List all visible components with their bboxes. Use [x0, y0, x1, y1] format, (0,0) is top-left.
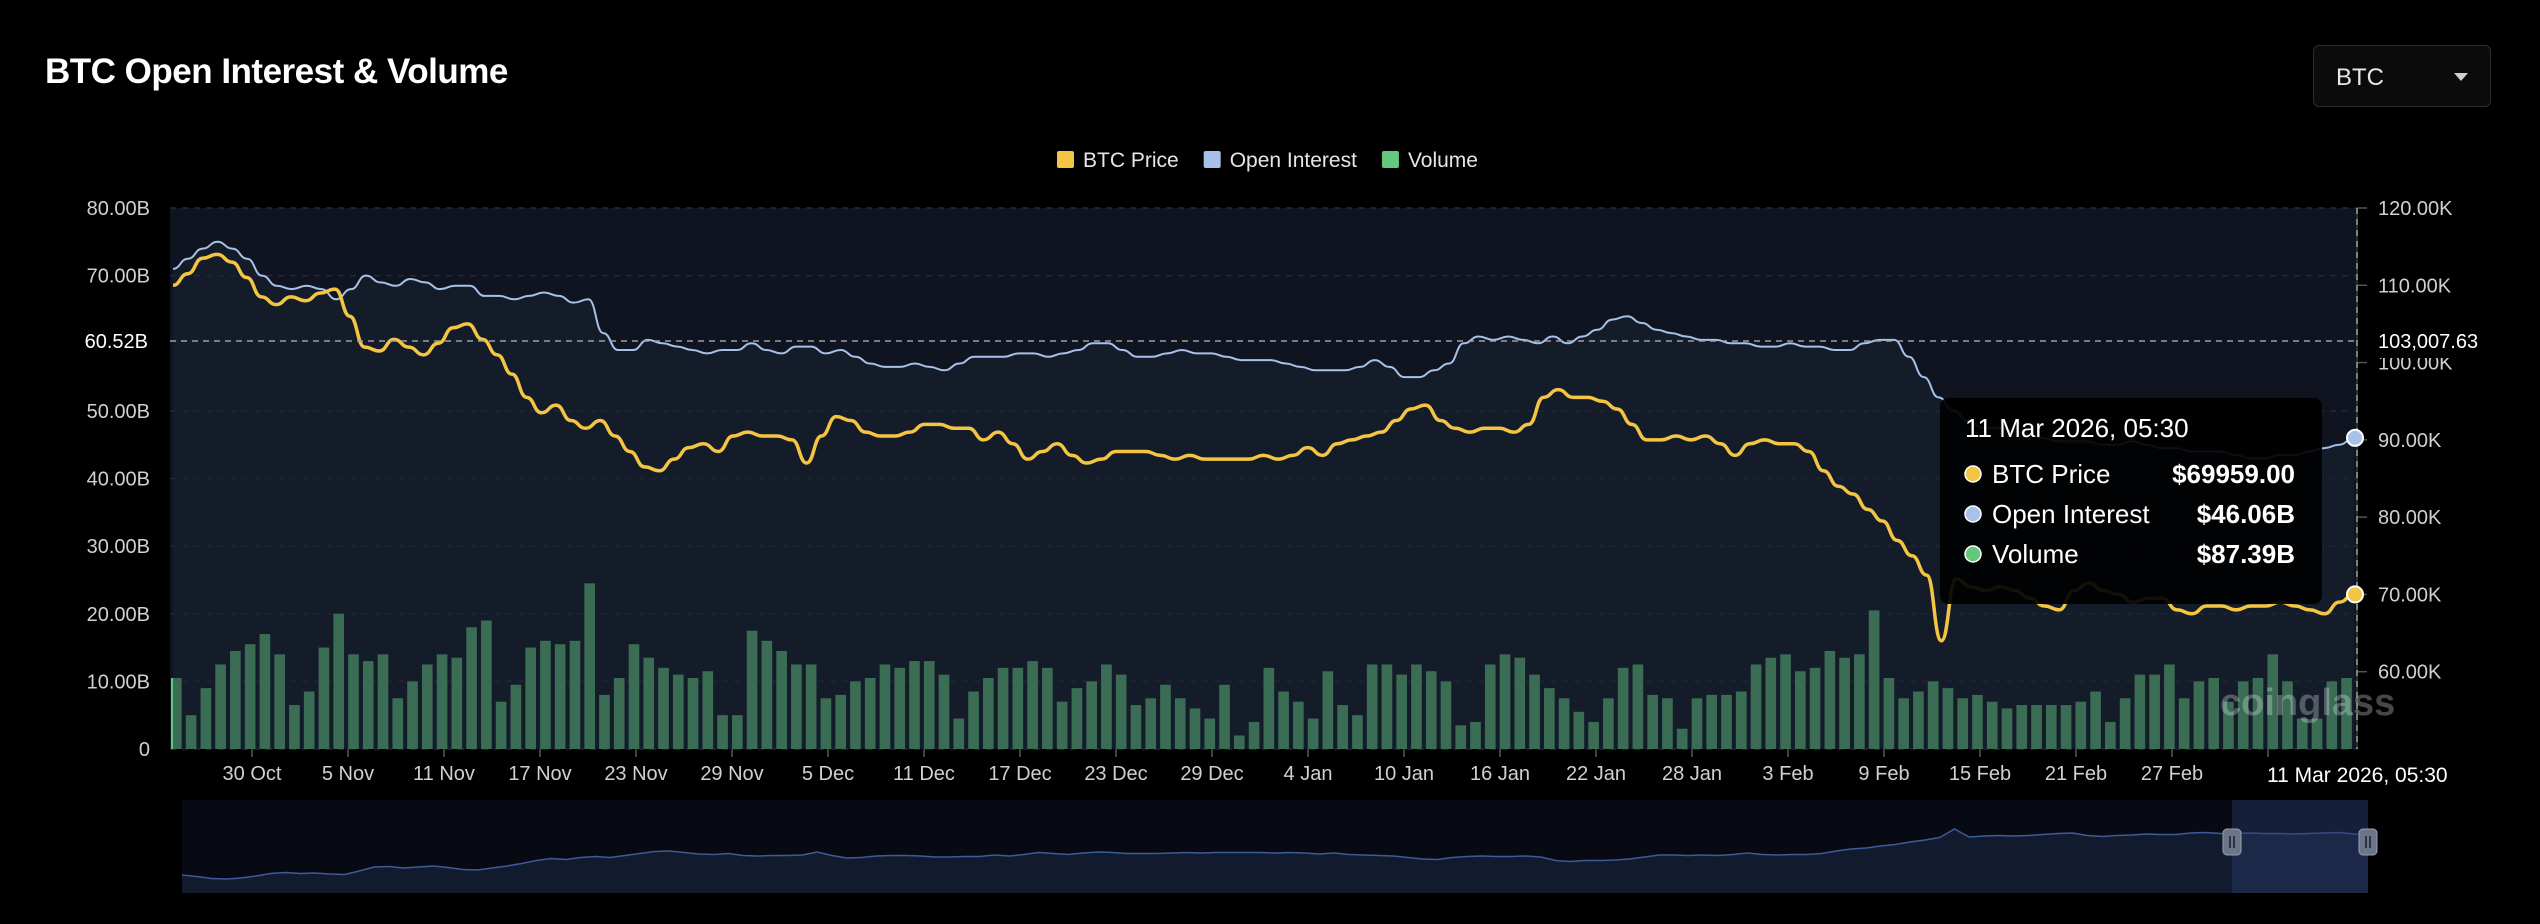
x-tick-label: 23 Dec [1084, 763, 1147, 785]
legend-swatch [1203, 151, 1221, 168]
left-tick-label: 30.00B [87, 536, 150, 558]
right-tick-label: 110.00K [2378, 275, 2452, 297]
coin-select-value: BTC [2336, 64, 2384, 91]
tooltip-label: BTC Price [1992, 459, 2110, 489]
x-tick-label: 3 Feb [1762, 763, 1813, 785]
x-tick-label: 15 Feb [1949, 763, 2011, 785]
x-tick-label: 11 Dec [893, 763, 955, 785]
navigator-line [181, 828, 2369, 880]
right-tick-label: 80.00K [2378, 507, 2442, 529]
navigator-area [182, 829, 2368, 893]
open-interest-marker [2346, 428, 2364, 447]
legend-swatch [1381, 151, 1399, 168]
left-tick-label: 40.00B [87, 469, 150, 491]
x-tick-label: 4 Jan [1284, 763, 1333, 785]
open-interest-line-area [173, 241, 2354, 749]
left-tick-label: 0 [139, 739, 150, 761]
x-tick-label: 11 Nov [413, 763, 475, 785]
tooltip-value: $87.39B [2197, 539, 2295, 569]
crosshair-left-value: 60.52B [85, 331, 148, 353]
legend-label: Volume [1408, 149, 1478, 172]
range-navigator[interactable] [181, 800, 2378, 893]
coin-select[interactable]: BTC [2313, 45, 2491, 107]
x-tick-label: 29 Dec [1180, 763, 1243, 785]
left-tick-label: 70.00B [87, 266, 150, 288]
right-tick-label: 120.00K [2378, 198, 2453, 220]
crosshair-x-badge [2256, 758, 2456, 792]
left-tick-label: 50.00B [87, 401, 150, 423]
x-tick-label: 17 Dec [988, 763, 1051, 785]
x-tick-label: 16 Jan [1470, 763, 1530, 785]
left-tick-label: 80.00B [87, 198, 150, 220]
chart-tooltip: 11 Mar 2026, 05:30 BTC Price $69959.00 Open… [1940, 398, 2322, 604]
navigator-selection [2232, 800, 2368, 893]
x-tick-label: 5 Nov [322, 763, 374, 785]
tooltip-date: 11 Mar 2026, 05:30 [1965, 413, 2189, 443]
right-tick-label: 60.00K [2378, 662, 2442, 684]
x-tick-label: 17 Nov [508, 763, 571, 785]
x-tick-label: 22 Jan [1566, 763, 1626, 785]
left-y-axis: 0 10.00B 20.00B 30.00B 40.00B 50.00B 70.00B 80.… [87, 198, 150, 761]
left-tick-label: 20.00B [87, 604, 150, 626]
legend-label: Open Interest [1230, 149, 1357, 172]
right-tick-label: 70.00K [2378, 584, 2442, 606]
x-tick-label: 9 Feb [1858, 763, 1909, 785]
legend-label: BTC Price [1083, 149, 1179, 172]
x-tick-label: 23 Nov [604, 763, 667, 785]
chevron-down-icon [2454, 73, 2468, 81]
btc-price-marker [2346, 585, 2364, 604]
navigator-handle[interactable] [2222, 828, 2242, 856]
watermark: coinglass [2220, 682, 2395, 724]
tooltip-label: Open Interest [1992, 499, 2150, 529]
crosshair-left-badge [62, 324, 158, 358]
right-tick-label: 100.00K [2378, 353, 2453, 375]
tooltip-value: $69959.00 [2172, 459, 2295, 489]
navigator-handle[interactable] [2358, 828, 2378, 856]
tooltip-label: Volume [1992, 539, 2079, 569]
x-tick-label: 28 Jan [1662, 763, 1722, 785]
chart-legend[interactable]: BTC Price Open Interest Volume [1057, 149, 1478, 172]
page-title: BTC Open Interest & Volume [45, 52, 508, 91]
x-tick-label: 29 Nov [700, 763, 763, 785]
x-tick-label: 21 Feb [2045, 763, 2107, 785]
crosshair-right-badge [2368, 324, 2496, 358]
left-tick-label: 10.00B [87, 671, 150, 693]
legend-swatch [1057, 151, 1074, 168]
tooltip-dot [1964, 545, 1982, 563]
x-tick-label: 30 Oct [223, 763, 282, 785]
tooltip-box [1940, 398, 2322, 604]
x-tick-label: 27 Feb [2141, 763, 2203, 785]
right-y-axis: 60.00K 70.00K 80.00K 90.00K 100.00K 110.00K 12… [2356, 198, 2453, 749]
crosshair-right-value: 103,007.63 [2378, 331, 2478, 353]
tooltip-dot [1964, 505, 1982, 523]
tooltip-dot [1964, 465, 1982, 483]
tooltip-value: $46.06B [2197, 499, 2295, 529]
right-tick-label: 90.00K [2378, 430, 2442, 452]
x-tick-label: 5 Dec [802, 763, 854, 785]
x-axis: 30 Oct 5 Nov 11 Nov 17 Nov 23 Nov 29 Nov 5 Dec… [223, 749, 2274, 785]
crosshair-x-label: 11 Mar 2026, 05:30 [2267, 764, 2448, 787]
crosshair: 60.52B 103,007.63 11 Mar 2026, 05:30 [62, 208, 2496, 792]
x-tick-label: 10 Jan [1374, 763, 1434, 785]
